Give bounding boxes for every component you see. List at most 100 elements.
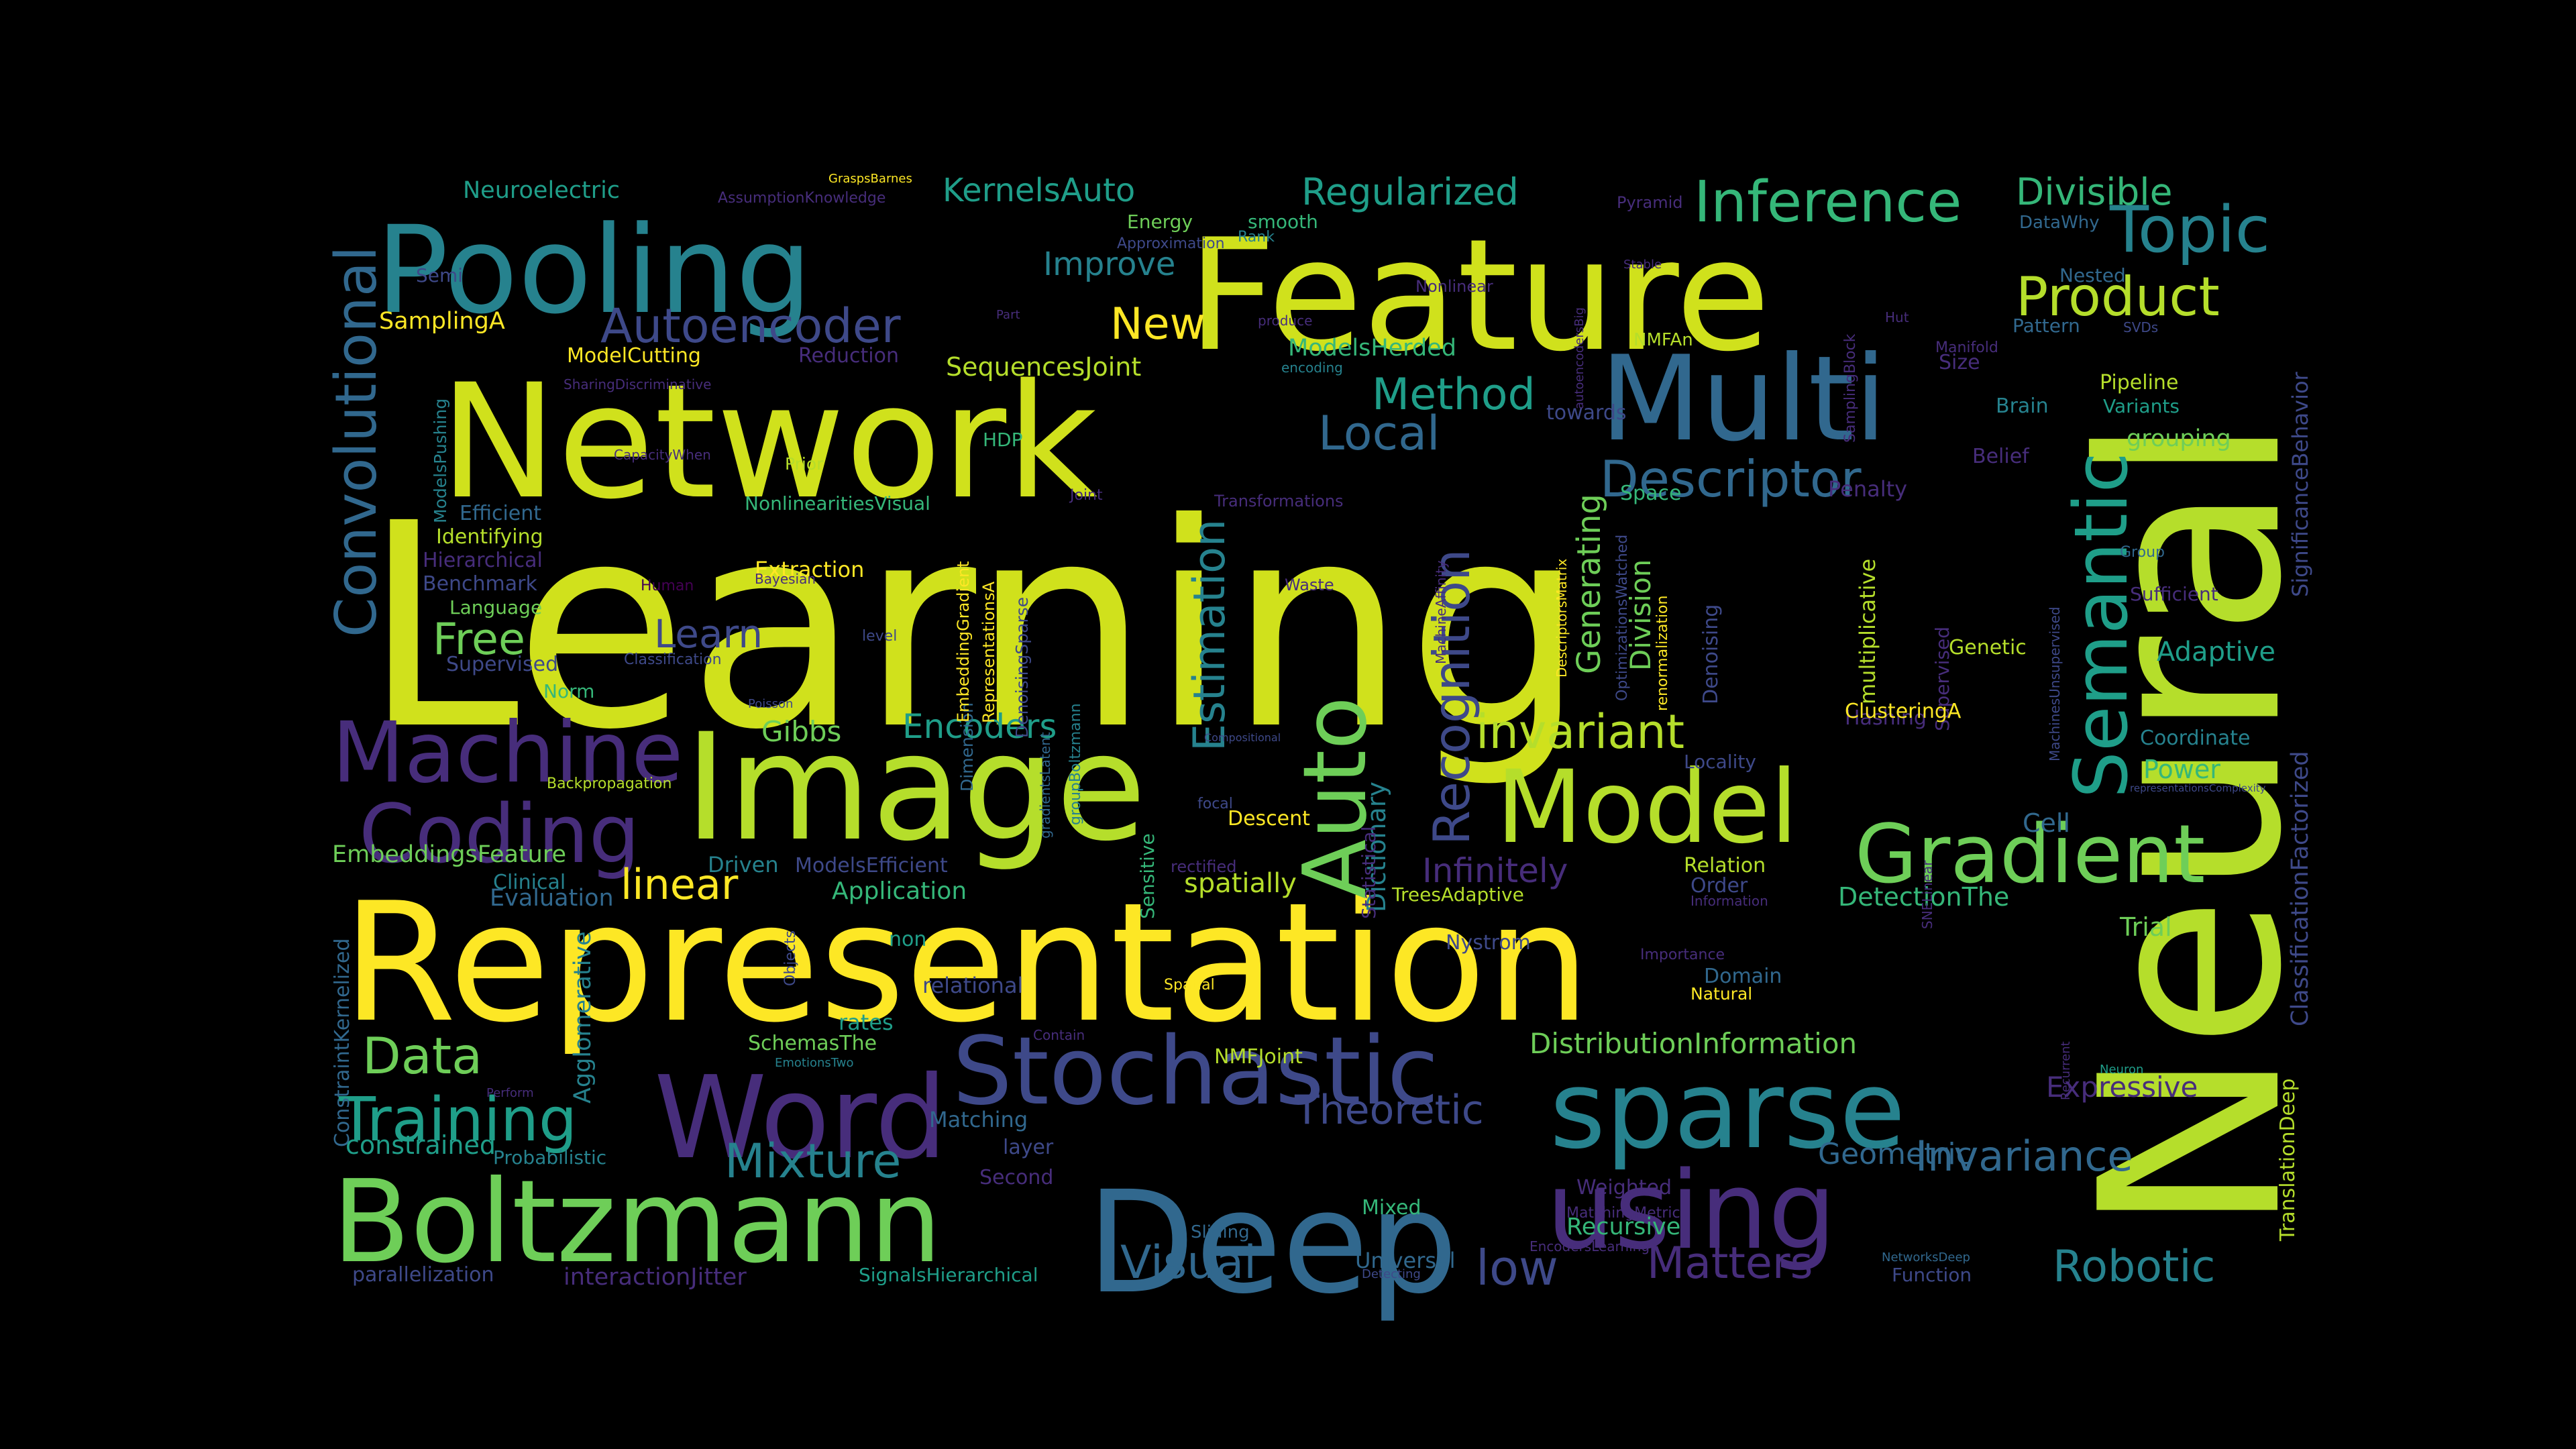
word-training: Training [338, 1085, 577, 1155]
word-encoders-learning: EncodersLearning [1529, 1238, 1650, 1254]
word-adaptive: Adaptive [2157, 637, 2275, 667]
word-evaluation: Evaluation [490, 885, 614, 912]
word-pattern: Pattern [2012, 315, 2080, 337]
word-models-pushing: ModelsPushing [431, 398, 450, 523]
word-signals-hierarchical: SignalsHierarchical [859, 1264, 1038, 1286]
word-pyramid: Pyramid [1617, 193, 1683, 212]
word-size: Size [1939, 351, 1980, 374]
word-hierarchical: Hierarchical [423, 549, 543, 572]
word-identifying: Identifying [436, 525, 543, 549]
word-low: low [1476, 1240, 1558, 1296]
word-focal: focal [1197, 796, 1233, 812]
word-perform: Perform [486, 1086, 534, 1100]
word-nonlinear: Nonlinear [1415, 277, 1493, 296]
word-trial: Trial [2119, 912, 2172, 942]
word-efficient: Efficient [460, 502, 541, 525]
word-smooth: smooth [1248, 211, 1318, 233]
word-networks-deep: NetworksDeep [1882, 1250, 1970, 1265]
word-dimension: Dimension [957, 702, 977, 792]
word-neural: Neural [2048, 415, 2337, 1234]
word-autoencoder: Autoencoder [600, 299, 901, 354]
word-coordinate: Coordinate [2140, 727, 2250, 750]
word-manifold: Manifold [1935, 339, 1998, 356]
word-stable: Stable [1623, 258, 1662, 272]
word-space: Space [1620, 482, 1681, 505]
word-theoretic: Theoretic [1294, 1087, 1484, 1134]
word-statistical: Statistical [1358, 826, 1380, 919]
word-geometric: Geometric [1818, 1137, 1972, 1171]
word-neuron: Neuron [2100, 1063, 2143, 1077]
word-neuroelectric: Neuroelectric [463, 177, 620, 204]
word-multi: Multi [1600, 331, 1887, 468]
word-machines-unsupervised: MachinesUnsupervised [2047, 606, 2063, 761]
word-rectified: rectified [1171, 857, 1237, 876]
word-topic: Topic [2109, 193, 2270, 267]
word-descriptor: Descriptor [1600, 449, 1862, 508]
word-spatial: Spatial [1164, 977, 1215, 994]
word-norm: Norm [543, 680, 594, 702]
word-infinitely: Infinitely [1422, 851, 1568, 890]
word-bayesian: Bayesian [755, 571, 816, 587]
word-coding: Coding [359, 788, 640, 881]
word-non: non [889, 928, 926, 951]
word-gibbs: Gibbs [761, 715, 841, 748]
word-semi: Semi [416, 264, 463, 286]
word-constrained: constrained [345, 1130, 496, 1160]
word-invariant: invariant [1476, 704, 1684, 759]
word-snelinear: SNELinear [1919, 860, 1935, 929]
word-importance: Importance [1640, 947, 1725, 963]
word-language: Language [449, 596, 542, 619]
word-prior: Prior [785, 454, 824, 474]
word-second: Second [979, 1166, 1053, 1189]
word-cell: Cell [2023, 808, 2070, 838]
word-auto: Auto [1284, 696, 1386, 899]
word-benchmark: Benchmark [423, 572, 538, 596]
word-svds: SVDs [2123, 319, 2158, 335]
word-transformations: Transformations [1214, 492, 1344, 511]
word-gradient: Gradient [1855, 808, 2205, 902]
word-nystrom: Nystrom [1446, 931, 1531, 955]
word-divisible: Divisible [2016, 170, 2172, 213]
word-models-herded: ModelsHerded [1288, 335, 1456, 362]
word-parallelization: parallelization [352, 1263, 494, 1287]
word-product: Product [2016, 266, 2220, 328]
word-energy: Energy [1127, 211, 1193, 233]
word-generating: Generating [1570, 494, 1608, 674]
word-distribution-information: DistributionInformation [1529, 1027, 1857, 1060]
word-recognition: Recognition [1422, 549, 1481, 845]
word-hashing: Hashing [1845, 706, 1927, 730]
word-sequences-joint: SequencesJoint [946, 352, 1141, 382]
word-dictionary: Dictionary [1362, 782, 1391, 912]
word-power: Power [2143, 755, 2220, 784]
word-detection-the: DetectionThe [1838, 882, 2009, 912]
word-grasps-barnes: GraspsBarnes [828, 172, 912, 186]
word-invariance: Invariance [1915, 1132, 2133, 1181]
word-nmfjoint: NMFJoint [1214, 1045, 1303, 1069]
word-encoding: encoding [1281, 360, 1343, 376]
word-detecting: Detecting [1362, 1267, 1421, 1281]
word-nested: Nested [2059, 264, 2126, 286]
word-image: Image [684, 702, 1146, 873]
word-model-cutting: ModelCutting [567, 344, 701, 368]
word-compositional: Compositional [1204, 731, 1281, 744]
word-word: Word [654, 1052, 947, 1185]
word-mixture: Mixture [724, 1134, 901, 1189]
word-estimation: Estimation [1185, 519, 1235, 751]
word-multiplicative: multiplicative [1855, 559, 1880, 704]
word-genetic: Genetic [1949, 636, 2027, 659]
word-relation: Relation [1684, 854, 1766, 877]
word-encoders: Encoders [902, 707, 1057, 746]
word-belief: Belief [1972, 445, 2030, 468]
word-local: Local [1318, 406, 1440, 461]
word-towards: towards [1546, 401, 1627, 425]
word-robotic: Robotic [2053, 1242, 2215, 1292]
word-autoencoders-big: autoencodersBig [1572, 307, 1587, 409]
word-locality: Locality [1684, 751, 1756, 773]
word-weighted: Weighted [1576, 1176, 1672, 1199]
word-capacity-when: CapacityWhen [614, 447, 711, 463]
word-penalty: Penalty [1828, 476, 1907, 502]
word-information: Information [1690, 893, 1768, 909]
word-regularized: Regularized [1301, 170, 1519, 213]
word-gradients-latent: gradientsLatent [1037, 732, 1053, 839]
